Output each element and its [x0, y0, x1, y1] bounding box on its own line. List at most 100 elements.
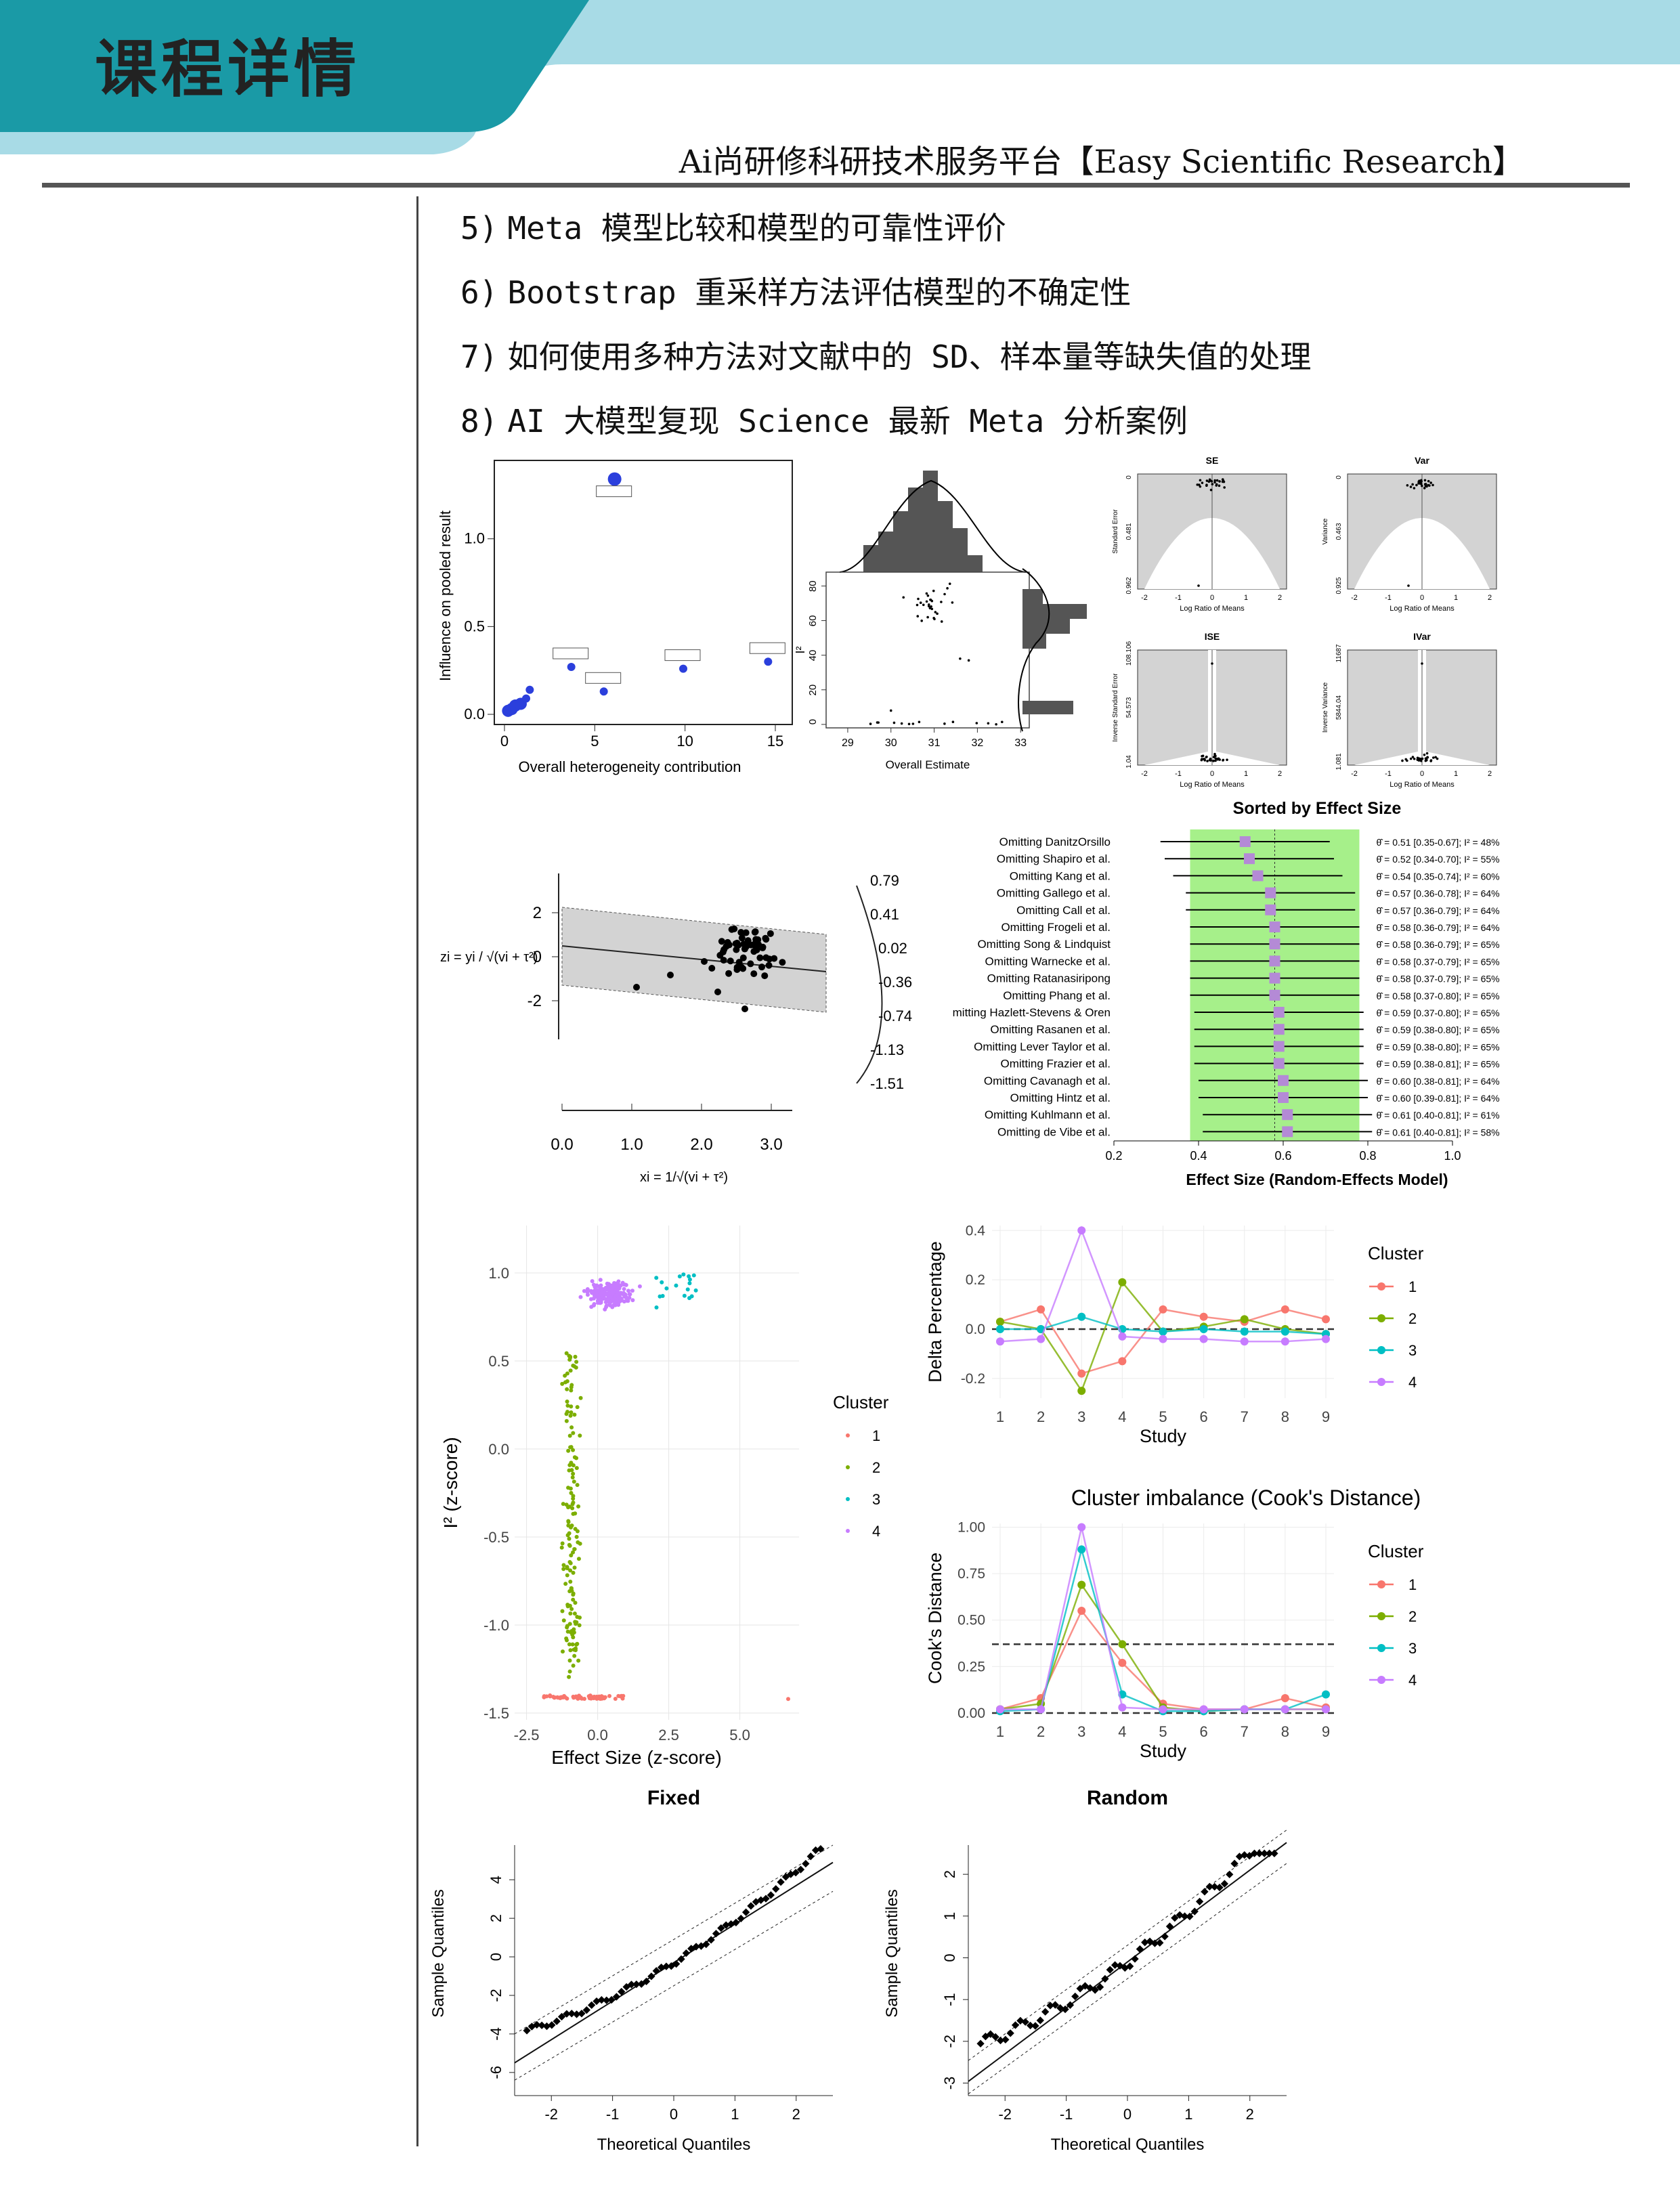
data-point	[1420, 758, 1423, 760]
data-point	[660, 1280, 664, 1284]
study-label: mitting Hazlett-Stevens & Oren	[953, 1006, 1111, 1019]
funnel-plots: SE -2 -1 0 1 2 0 0.481 0.962 Log Ratio of Means St…	[1112, 455, 1497, 789]
data-point	[1413, 757, 1416, 760]
point-estimate	[1252, 870, 1264, 882]
data-point	[582, 2006, 590, 2014]
data-point	[570, 1475, 575, 1479]
data-point	[560, 1381, 565, 1386]
data-point	[1180, 1912, 1189, 1920]
data-point	[792, 1869, 800, 1877]
legend-swatch	[1377, 1676, 1385, 1684]
x-axis-label: Effect Size (z-score)	[551, 1747, 722, 1768]
study-label: Omitting Phang et al.	[1003, 989, 1111, 1002]
data-point	[916, 615, 920, 618]
study-label: Omitting Cavanagh et al.	[984, 1075, 1111, 1087]
data-point	[1077, 1523, 1086, 1532]
confidence-band	[968, 1863, 1287, 2094]
data-point	[563, 1582, 568, 1586]
data-point	[927, 605, 930, 607]
arc-tick-label: 0.41	[870, 906, 899, 923]
y-tick-label: 0.2	[966, 1272, 985, 1288]
data-point	[786, 1697, 790, 1702]
data-point	[1218, 480, 1221, 483]
data-point	[925, 592, 928, 595]
data-point	[1150, 1939, 1159, 1947]
data-point	[1280, 1327, 1289, 1336]
data-point	[577, 1623, 582, 1628]
data-point	[918, 720, 921, 724]
y-axis-label: I²	[794, 646, 807, 653]
x-tick-label: -1	[1175, 770, 1182, 778]
data-point	[600, 1695, 605, 1700]
x-tick-label: 6	[1200, 1723, 1208, 1740]
data-point	[762, 1894, 770, 1903]
y-tick-label: 1.04	[1125, 755, 1133, 768]
plot-panel	[515, 1226, 799, 1720]
data-point	[1322, 1690, 1330, 1699]
list-item: 6) Bootstrap 重采样方法评估模型的不确定性	[460, 261, 1311, 325]
data-point	[674, 1283, 679, 1288]
data-point	[976, 2039, 985, 2048]
data-point	[1037, 1335, 1046, 1343]
study-label: Omitting Kang et al.	[1010, 869, 1111, 882]
data-point	[560, 1649, 565, 1654]
data-point	[627, 1295, 632, 1300]
data-point	[599, 1283, 603, 1288]
y-tick-label: 60	[807, 615, 819, 627]
y-tick-label: 1.00	[957, 1519, 985, 1535]
data-point	[608, 1295, 613, 1299]
data-point	[630, 1298, 635, 1303]
point-estimate	[1282, 1126, 1293, 1138]
x-tick-label: -2	[544, 2106, 558, 2123]
data-point	[1208, 758, 1211, 762]
data-point	[1041, 2008, 1050, 2016]
data-point	[607, 1693, 612, 1698]
y-tick-label: -1	[941, 1993, 958, 2006]
item-text: Meta 模型比较和模型的可靠性评价	[507, 210, 1006, 246]
x-tick-label: 2	[1037, 1723, 1045, 1740]
data-point	[572, 1611, 577, 1616]
influence-plot: 0 5 10 15 0.0 0.5 1.0 Overall heterogeneity co…	[437, 460, 793, 775]
y-tick-label: 1.0	[488, 1265, 509, 1282]
x-tick-label: 0	[670, 2106, 678, 2123]
x-tick-label: 0	[1210, 770, 1214, 778]
data-point	[926, 594, 930, 597]
data-point	[1159, 1335, 1167, 1343]
arc-tick-label: -0.74	[878, 1008, 912, 1024]
data-point	[755, 940, 762, 948]
data-point	[571, 1431, 576, 1435]
legend-label: 3	[1408, 1342, 1417, 1359]
x-tick-label: 2	[1037, 1408, 1045, 1425]
data-point	[571, 1471, 576, 1476]
x-tick-label: -1	[1385, 770, 1392, 778]
arc-tick-label: -0.36	[878, 974, 912, 991]
y-axis-label: I² (z-score)	[440, 1437, 461, 1528]
data-point	[1203, 758, 1206, 761]
data-point	[592, 1302, 597, 1307]
data-point	[565, 1603, 570, 1607]
data-point	[614, 1287, 619, 1292]
data-point	[607, 472, 622, 486]
legend-swatch	[1377, 1282, 1385, 1291]
point-estimate	[1269, 955, 1280, 967]
data-point	[618, 1283, 623, 1288]
data-point	[1199, 479, 1202, 482]
data-point	[571, 1694, 576, 1699]
data-point	[1270, 1849, 1278, 1857]
data-point	[572, 1653, 577, 1658]
data-point	[624, 1299, 629, 1303]
data-point	[737, 929, 745, 936]
legend-title: Cluster	[1368, 1541, 1424, 1561]
x-tick-label: 31	[928, 737, 941, 749]
data-point	[747, 960, 754, 968]
study-label: Omitting Gallego et al.	[997, 887, 1111, 900]
data-point	[574, 1642, 579, 1647]
ci-text: θ̂ = 0.60 [0.38-0.81]; I² = 64%	[1377, 1076, 1500, 1087]
data-point	[1432, 756, 1435, 759]
y-tick-label: 0.5	[488, 1353, 509, 1370]
data-point	[1421, 484, 1423, 488]
data-point	[1118, 1640, 1127, 1649]
data-point	[567, 1531, 572, 1536]
x-axis-label: Study	[1140, 1741, 1187, 1761]
x-axis-label: Theoretical Quantiles	[1051, 2136, 1205, 2154]
